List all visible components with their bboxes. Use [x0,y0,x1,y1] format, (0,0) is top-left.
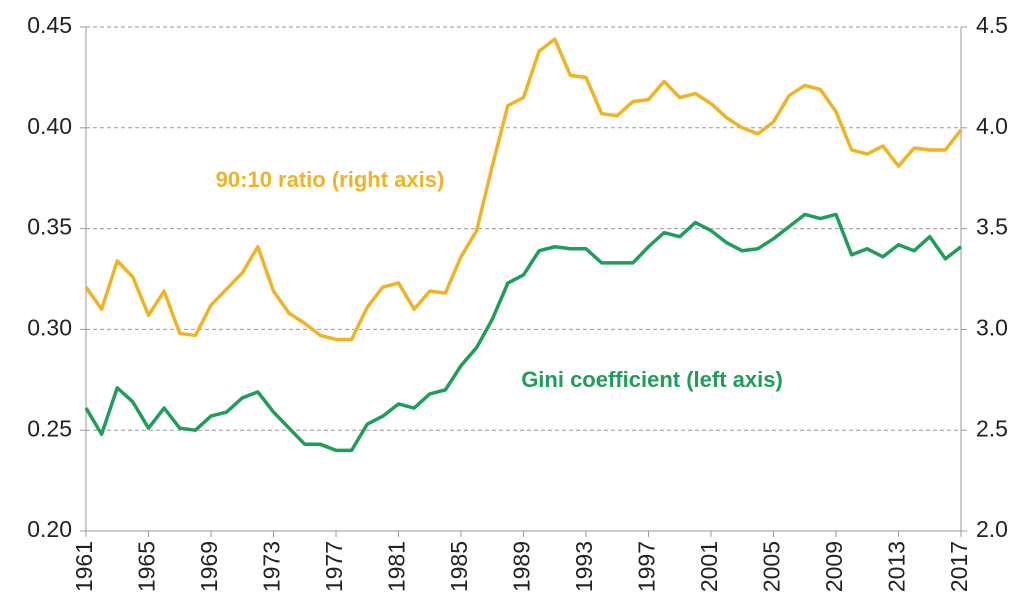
series-line [84,212,963,453]
y-tick-label: 0.20 [27,516,72,542]
y-tick-label: 0.35 [27,214,72,240]
x-tick-label: 1961 [71,541,97,592]
x-tick-label: 1981 [384,541,410,592]
y2-tick-label: 4.0 [976,113,1008,139]
y2-tick-label: 3.5 [976,214,1008,240]
series-line [84,37,963,342]
annotation: Gini coefficient (left axis) [521,367,783,392]
x-tick-label: 1997 [634,541,660,592]
x-tick-label: 1969 [196,541,222,592]
x-tick-label: 2005 [759,541,785,592]
x-tick-label: 2013 [884,541,910,592]
x-tick-label: 1985 [446,541,472,592]
x-tick-label: 1965 [134,541,160,592]
y2-tick-label: 3.0 [976,314,1008,340]
x-tick-label: 2017 [946,541,972,592]
x-tick-label: 2001 [696,541,722,592]
x-tick-label: 2009 [821,541,847,592]
y-tick-label: 0.25 [27,415,72,441]
y-tick-label: 0.30 [27,314,72,340]
x-tick-label: 1993 [571,541,597,592]
x-tick-label: 1977 [321,541,347,592]
y2-tick-label: 4.5 [976,12,1008,38]
y2-tick-label: 2.0 [976,516,1008,542]
annotation: 90:10 ratio (right axis) [216,167,445,192]
x-tick-label: 1989 [509,541,535,592]
y-tick-label: 0.40 [27,113,72,139]
y2-tick-label: 2.5 [976,415,1008,441]
x-tick-label: 1973 [259,541,285,592]
y-tick-label: 0.45 [27,12,72,38]
